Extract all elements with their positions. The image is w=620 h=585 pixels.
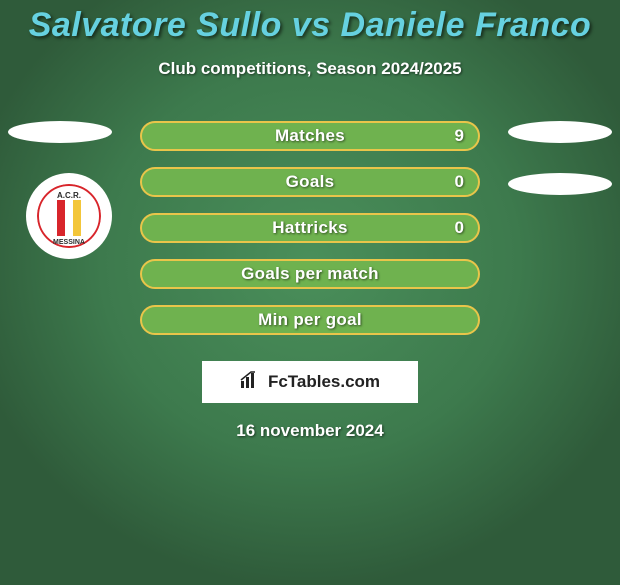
right-player-placeholder-2 [508, 173, 612, 195]
stat-row: Matches 9 [140, 121, 480, 151]
stat-row: Min per goal [140, 305, 480, 335]
stat-label: Hattricks [272, 218, 347, 238]
stat-value-right: 0 [455, 218, 464, 238]
stat-row: Goals per match [140, 259, 480, 289]
stat-label: Goals [286, 172, 335, 192]
chart-bars-icon [240, 371, 262, 394]
club-name-bottom: MESSINA [53, 239, 85, 246]
stats-area: A.C.R. MESSINA Matches9Goals0Hattricks0G… [0, 121, 620, 351]
content: Salvatore Sullo vs Daniele Franco Club c… [0, 0, 620, 580]
subtitle: Club competitions, Season 2024/2025 [158, 59, 461, 79]
left-player-placeholder [8, 121, 112, 143]
brand-box[interactable]: FcTables.com [202, 361, 418, 403]
stat-label: Min per goal [258, 310, 362, 330]
date-text: 16 november 2024 [236, 421, 383, 441]
stat-label: Matches [275, 126, 345, 146]
club-name-top: A.C.R. [57, 191, 81, 200]
stat-value-right: 9 [455, 126, 464, 146]
stat-row: Goals 0 [140, 167, 480, 197]
left-club-badge: A.C.R. MESSINA [26, 173, 112, 259]
page-title: Salvatore Sullo vs Daniele Franco [29, 6, 592, 45]
right-player-placeholder [508, 121, 612, 143]
stat-row: Hattricks 0 [140, 213, 480, 243]
stat-value-right: 0 [455, 172, 464, 192]
club-logo-messina: A.C.R. MESSINA [37, 184, 101, 248]
brand-text: FcTables.com [268, 372, 380, 392]
stat-label: Goals per match [241, 264, 379, 284]
